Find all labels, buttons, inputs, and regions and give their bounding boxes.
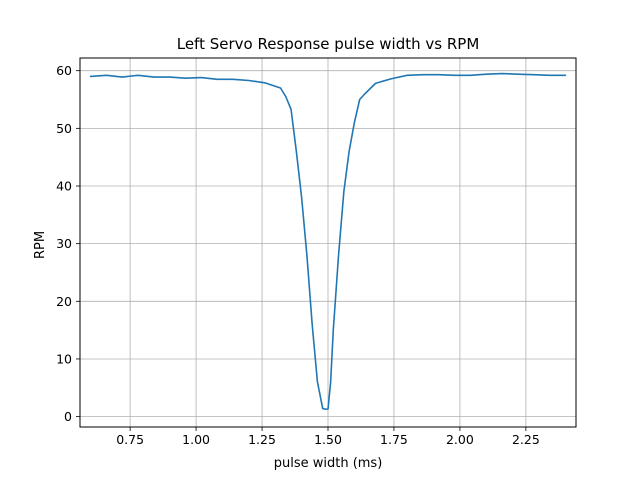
y-tick-label: 0 (64, 409, 72, 424)
y-axis: 0 10 20 30 40 50 60 (56, 63, 80, 424)
x-tick-label: 0.75 (116, 432, 144, 447)
y-tick-label: 50 (56, 121, 72, 136)
x-axis-label: pulse width (ms) (274, 456, 383, 471)
x-axis: 0.75 1.00 1.25 1.50 1.75 2.00 2.25 (116, 427, 540, 447)
x-tick-label: 1.75 (380, 432, 408, 447)
x-tick-label: 1.50 (314, 432, 342, 447)
y-axis-label: RPM (33, 231, 48, 259)
y-tick-label: 30 (56, 236, 72, 251)
x-tick-label: 1.00 (182, 432, 210, 447)
series-line (89, 72, 567, 410)
grid-lines (80, 58, 576, 427)
x-tick-label: 1.25 (248, 432, 276, 447)
x-tick-label: 2.25 (512, 432, 540, 447)
y-tick-label: 60 (56, 63, 72, 78)
y-tick-label: 10 (56, 351, 72, 366)
series-layer (89, 72, 567, 410)
y-tick-label: 20 (56, 294, 72, 309)
x-tick-label: 2.00 (446, 432, 474, 447)
chart-title: Left Servo Response pulse width vs RPM (177, 35, 480, 53)
y-tick-label: 40 (56, 178, 72, 193)
